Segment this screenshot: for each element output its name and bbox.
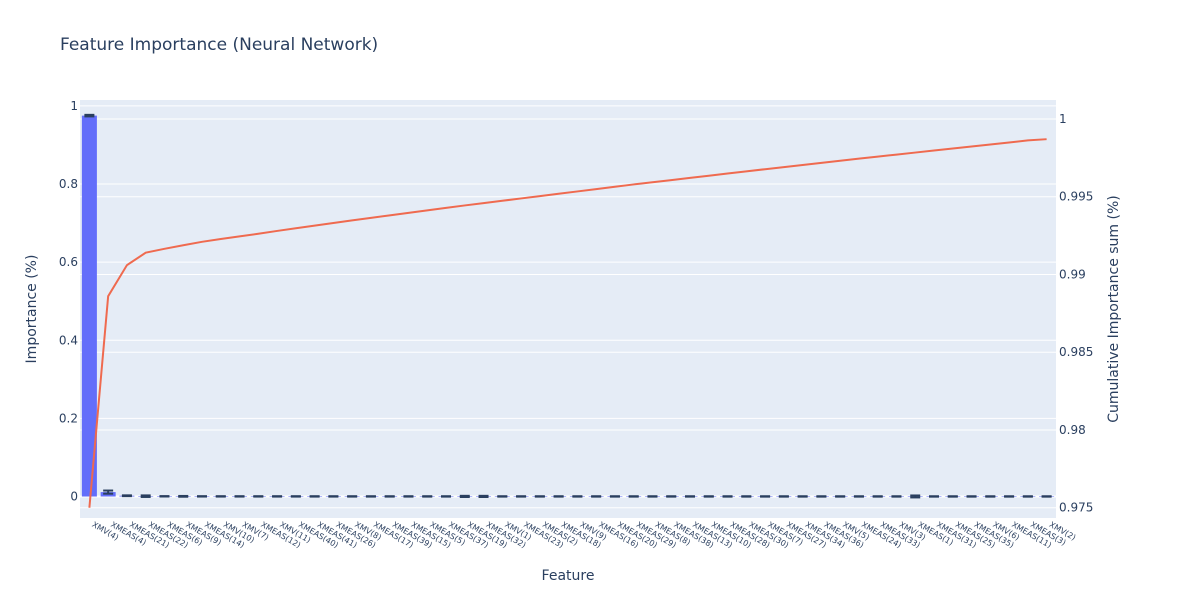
x-axis-ticks: XMV(4)XMEAS(4)XMEAS(21)XMEAS(22)XMEAS(6)…: [90, 520, 1077, 550]
y-axis-title: Importance (%): [24, 255, 40, 364]
cumulative-line-layer: [88, 138, 1047, 508]
cumulative-line[interactable]: [88, 138, 1047, 508]
y2-axis-title: Cumulative Importance sum (%): [1106, 195, 1122, 423]
y2-axis-ticks: 0.975 0.98 0.985 0.99 0.995 1: [1059, 112, 1093, 515]
y2-tick-label: 0.975: [1059, 501, 1093, 515]
plot-area: [80, 100, 1056, 518]
y-tick-label: 0.2: [59, 411, 78, 425]
y-tick-label: 0: [70, 490, 78, 504]
y-tick-label: 0.6: [59, 255, 78, 269]
y-tick-label: 0.8: [59, 177, 78, 191]
y2-tick-label: 0.995: [1059, 190, 1093, 204]
y2-tick-label: 1: [1059, 112, 1067, 126]
y2-tick-label: 0.99: [1059, 267, 1086, 281]
y-tick-label: 0.4: [59, 333, 78, 347]
chart-title: Feature Importance (Neural Network): [60, 35, 378, 55]
y2-tick-label: 0.985: [1059, 345, 1093, 359]
y-tick-label: 1: [70, 99, 78, 113]
bar[interactable]: [81, 115, 97, 497]
error-bars: [84, 113, 1052, 499]
x-axis-title: Feature: [542, 568, 595, 584]
y2-tick-label: 0.98: [1059, 423, 1086, 437]
y-axis-ticks: 0 0.2 0.4 0.6 0.8 1: [59, 99, 78, 504]
